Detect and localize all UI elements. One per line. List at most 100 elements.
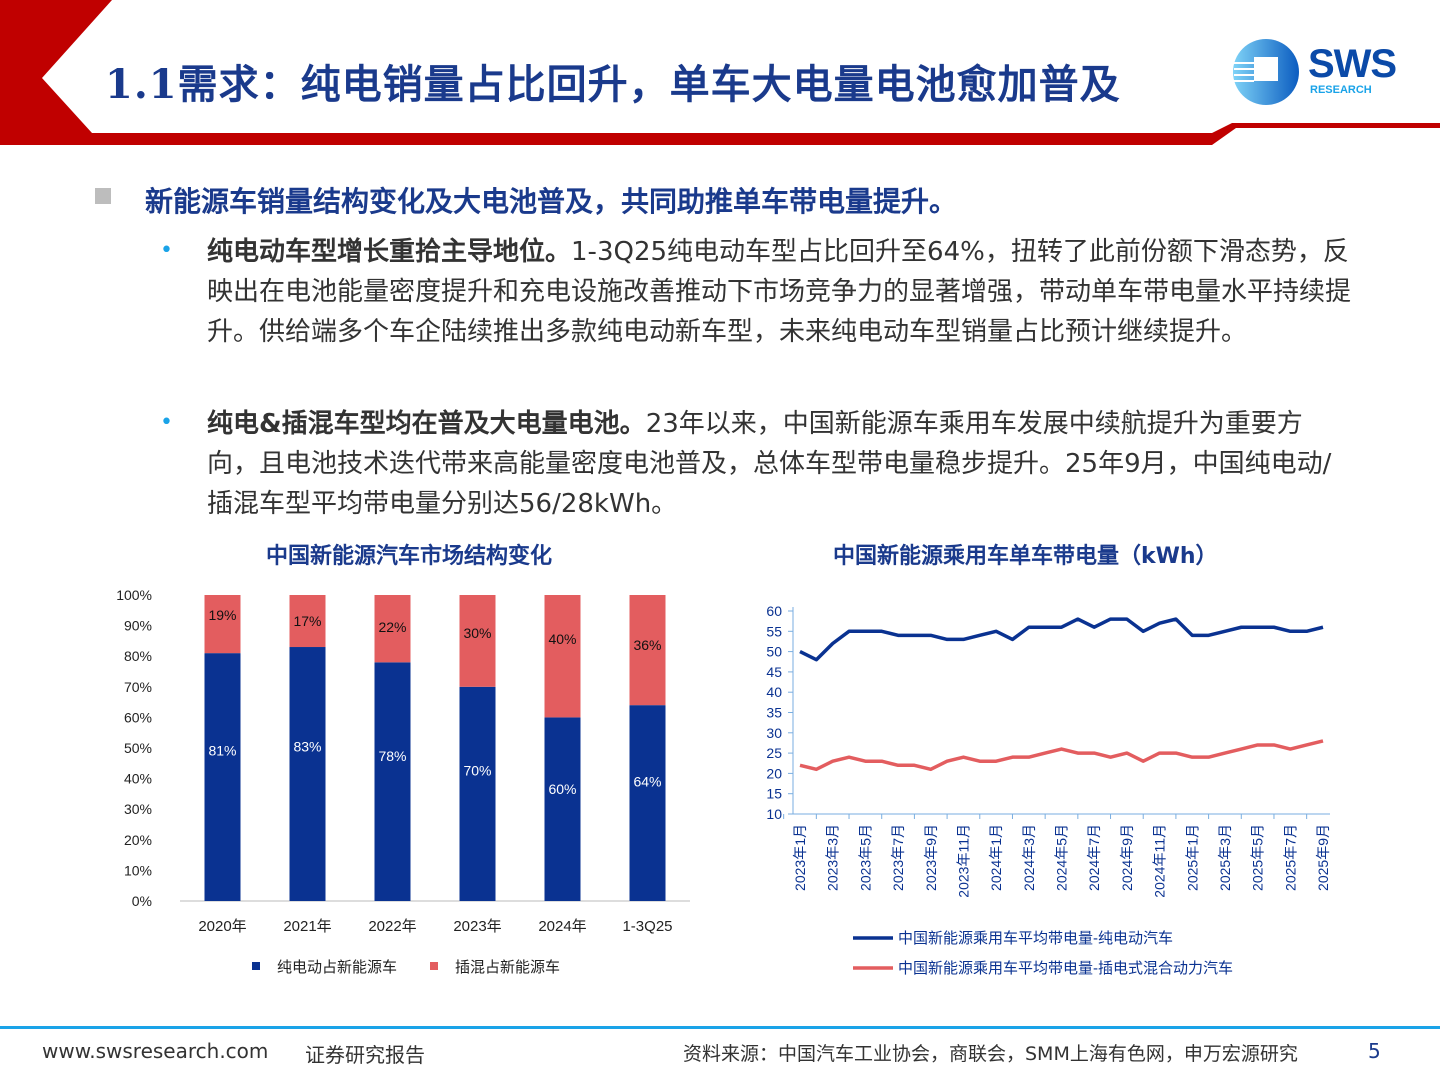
bullet-text: 23年以来，中国新能源车乘用车发展中续航提升为重要方向，且电池技术迭代带来高能量… [207, 409, 1332, 519]
bullet-bold: 纯电动车型增长重拾主导地位。 [207, 237, 572, 267]
data-label-bev: 64% [633, 773, 661, 789]
x-tick-label: 2023年7月 [890, 824, 906, 891]
bullet-dot-icon: • [160, 238, 173, 263]
x-tick-label: 2023年 [453, 918, 501, 935]
y-tick-label: 15 [766, 786, 782, 802]
bullet-paragraph-1: 纯电动车型增长重拾主导地位。1-3Q25纯电动车型占比回升至64%，扭转了此前份… [207, 232, 1352, 352]
legend-label: 中国新能源乘用车平均带电量-纯电动汽车 [898, 930, 1173, 947]
data-label-bev: 78% [378, 748, 406, 764]
y-tick-label: 30% [124, 801, 152, 817]
y-tick-label: 10 [766, 806, 782, 822]
line-chart-title: 中国新能源乘用车单车带电量（kWh） [833, 544, 1218, 569]
x-tick-label: 2024年1月 [988, 824, 1004, 891]
data-label-bev: 70% [463, 762, 491, 778]
logo-text: SWS [1308, 42, 1397, 86]
footer-source: 资料来源：中国汽车工业协会，商联会，SMM上海有色网，申万宏源研究 [683, 1043, 1298, 1065]
x-tick-label: 2022年 [368, 918, 416, 935]
x-tick-label: 2023年3月 [825, 824, 841, 891]
x-tick-label: 2024年9月 [1119, 824, 1135, 891]
line-chart: 10 15 20 25 30 35 40 45 50 55 60 2023年1月 2023年3月 2023… [766, 603, 1331, 977]
legend-label: 中国新能源乘用车平均带电量-插电式混合动力汽车 [898, 960, 1233, 977]
data-label-bev: 81% [208, 742, 236, 758]
data-label-phev: 22% [378, 619, 406, 635]
legend-bev-label: 纯电动占新能源车 [277, 959, 397, 976]
x-tick-label: 2025年9月 [1315, 824, 1331, 891]
data-label-phev: 30% [463, 625, 491, 641]
line-series-phev [799, 739, 1324, 772]
bullet-text: 1-3Q25纯电动车型占比回升至64%，扭转了此前份额下滑态势，反映出在电池能量… [207, 237, 1352, 347]
footer-website-link[interactable]: www.swsresearch.com [42, 1039, 269, 1063]
x-tick-label: 2024年 [538, 918, 586, 935]
line-series-bev [799, 617, 1324, 662]
y-tick-label: 100% [116, 587, 152, 603]
x-tick-label: 2023年1月 [792, 824, 808, 891]
y-tick-label: 60 [766, 603, 782, 619]
bar-phev [374, 595, 411, 663]
y-tick-label: 35 [766, 705, 782, 721]
x-tick-label: 2025年5月 [1250, 824, 1266, 891]
bar-bev [289, 647, 326, 901]
bar-bev [204, 653, 241, 901]
data-label-bev: 60% [548, 781, 576, 797]
bar-bev [629, 705, 666, 901]
y-tick-label: 30 [766, 725, 782, 741]
bullet-paragraph-2: 纯电&插混车型均在普及大电量电池。23年以来，中国新能源车乘用车发展中续航提升为… [207, 404, 1352, 524]
y-tick-label: 80% [124, 648, 152, 664]
data-label-phev: 19% [208, 607, 236, 623]
bar-bev [374, 662, 411, 901]
bar-chart-title: 中国新能源汽车市场结构变化 [266, 544, 553, 569]
bar-bev [459, 686, 496, 901]
x-tick-label: 2024年11月 [1152, 824, 1168, 898]
x-tick-label: 2024年7月 [1086, 824, 1102, 891]
x-tick-label: 1-3Q25 [622, 918, 672, 935]
logo-subtext: RESEARCH [1310, 84, 1372, 96]
bar-bev [544, 717, 581, 901]
bullet-dot-icon: • [160, 410, 173, 435]
y-tick-label: 50% [124, 740, 152, 756]
x-tick-label: 2024年5月 [1054, 824, 1070, 891]
data-label-phev: 36% [633, 637, 661, 653]
bar-chart: 0% 10% 20% 30% 40% 50% 60% 70% 80% 90% 100% 81% 19% 2… [116, 587, 690, 976]
x-tick-label: 2025年7月 [1282, 824, 1298, 891]
y-tick-label: 55 [766, 623, 782, 639]
y-tick-label: 40% [124, 771, 152, 787]
y-tick-label: 0% [132, 893, 152, 909]
y-tick-label: 50 [766, 644, 782, 660]
x-tick-label: 2021年 [283, 918, 331, 935]
headline: 新能源车销量结构变化及大电池普及，共同助推单车带电量提升。 [145, 185, 958, 218]
y-tick-label: 20% [124, 832, 152, 848]
footer-report-type: 证券研究报告 [305, 1043, 425, 1067]
sws-logo-icon [1233, 39, 1299, 105]
y-tick-label: 10% [124, 862, 152, 878]
legend-phev-label: 插混占新能源车 [455, 959, 560, 976]
y-tick-label: 90% [124, 618, 152, 634]
x-tick-label: 2023年9月 [923, 824, 939, 891]
data-label-bev: 83% [293, 739, 321, 755]
y-tick-label: 70% [124, 679, 152, 695]
legend-phev-marker [430, 962, 438, 970]
bullet-bold: 纯电&插混车型均在普及大电量电池。 [207, 409, 646, 439]
bar-phev [459, 595, 496, 687]
x-tick-label: 2024年3月 [1021, 824, 1037, 891]
page-number: 5 [1368, 1039, 1381, 1063]
legend-bev-marker [252, 962, 260, 970]
y-tick-label: 45 [766, 664, 782, 680]
x-tick-label: 2025年1月 [1184, 824, 1200, 891]
y-tick-label: 60% [124, 709, 152, 725]
bar-phev [544, 595, 581, 718]
bar-phev [289, 595, 326, 648]
y-tick-label: 40 [766, 684, 782, 700]
bullet-square-icon [95, 188, 111, 204]
x-tick-label: 2023年11月 [955, 824, 971, 898]
data-label-phev: 40% [548, 631, 576, 647]
bar-phev [629, 595, 666, 706]
x-tick-label: 2020年 [198, 918, 246, 935]
page-title: 1.1需求：纯电销量占比回升，单车大电量电池愈加普及 [105, 61, 1121, 108]
bar-phev [204, 595, 241, 654]
footer-divider [0, 1026, 1440, 1029]
x-tick-label: 2023年5月 [857, 824, 873, 891]
x-tick-label: 2025年3月 [1217, 824, 1233, 891]
y-tick-label: 20 [766, 765, 782, 781]
y-tick-label: 25 [766, 745, 782, 761]
data-label-phev: 17% [293, 613, 321, 629]
